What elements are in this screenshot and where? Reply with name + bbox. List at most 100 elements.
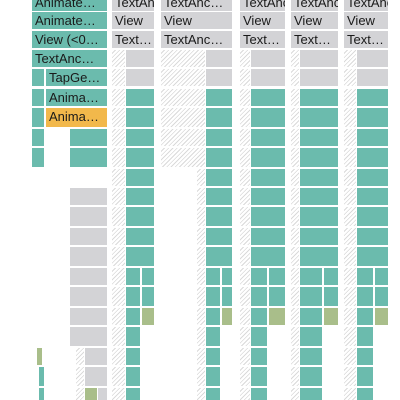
frame-bar[interactable]: [126, 348, 140, 365]
frame-bar[interactable]: [300, 268, 322, 285]
frame-bar[interactable]: [251, 228, 285, 245]
frame-bar[interactable]: [85, 367, 107, 386]
frame-bar[interactable]: [126, 247, 154, 266]
frame-bar[interactable]: [126, 327, 140, 346]
frame-bar[interactable]: [39, 367, 44, 386]
frame-bar[interactable]: [126, 169, 154, 186]
frame-bar[interactable]: [324, 287, 338, 306]
frame-bar[interactable]: [251, 89, 285, 106]
frame-bar[interactable]: [357, 388, 373, 400]
frame-bar[interactable]: [357, 188, 388, 205]
frame-bar[interactable]: [357, 89, 388, 106]
frame-bar[interactable]: [269, 287, 285, 306]
frame-bar[interactable]: [85, 348, 107, 365]
frame-bar[interactable]: [357, 268, 373, 285]
frame-bar[interactable]: [300, 69, 338, 86]
frame-bar[interactable]: [222, 268, 232, 285]
frame-bar[interactable]: Text…: [112, 31, 154, 48]
frame-bar[interactable]: [251, 348, 267, 365]
frame-bar[interactable]: [98, 388, 107, 400]
frame-bar[interactable]: [206, 308, 220, 325]
frame-bar[interactable]: View: [161, 12, 232, 29]
frame-bar[interactable]: [206, 207, 232, 226]
frame-bar[interactable]: [357, 247, 388, 266]
frame-bar[interactable]: [251, 50, 285, 67]
frame-bar[interactable]: [300, 308, 322, 325]
frame-bar[interactable]: Animate…: [32, 0, 107, 11]
frame-bar[interactable]: [300, 228, 338, 245]
frame-bar[interactable]: [300, 367, 322, 386]
frame-bar[interactable]: [357, 348, 373, 365]
frame-bar[interactable]: View: [240, 12, 285, 29]
frame-bar[interactable]: [85, 388, 97, 400]
frame-bar[interactable]: [126, 207, 154, 226]
frame-bar[interactable]: TapGe…: [46, 69, 107, 86]
frame-bar[interactable]: [126, 228, 154, 245]
frame-bar[interactable]: TextAnc…: [291, 0, 338, 11]
frame-bar[interactable]: [251, 148, 285, 167]
frame-bar[interactable]: [222, 287, 232, 306]
frame-bar[interactable]: [251, 188, 285, 205]
frame-bar[interactable]: [251, 247, 285, 266]
frame-bar[interactable]: [251, 327, 267, 346]
frame-bar[interactable]: [32, 89, 44, 106]
frame-bar[interactable]: [251, 108, 285, 127]
frame-bar[interactable]: TextAnc…: [344, 0, 388, 11]
frame-bar[interactable]: [251, 69, 285, 86]
frame-bar[interactable]: [251, 287, 267, 306]
frame-bar[interactable]: Animate…: [32, 12, 107, 29]
frame-bar[interactable]: TextAnc…: [161, 0, 232, 11]
frame-bar[interactable]: [206, 348, 220, 365]
frame-bar[interactable]: [300, 129, 338, 146]
frame-bar[interactable]: [70, 247, 107, 266]
frame-bar[interactable]: [206, 228, 232, 245]
frame-bar[interactable]: [357, 129, 388, 146]
frame-bar[interactable]: [300, 188, 338, 205]
frame-bar[interactable]: [126, 108, 154, 127]
selected-frame[interactable]: Anima…: [46, 108, 107, 127]
frame-bar[interactable]: [357, 308, 373, 325]
frame-bar[interactable]: [126, 69, 154, 86]
frame-bar[interactable]: [32, 129, 44, 146]
frame-bar[interactable]: [357, 50, 388, 67]
frame-bar[interactable]: View: [344, 12, 388, 29]
frame-bar[interactable]: Text…: [291, 31, 338, 48]
frame-bar[interactable]: [375, 308, 388, 325]
frame-bar[interactable]: [357, 207, 388, 226]
frame-bar[interactable]: [251, 308, 267, 325]
frame-bar[interactable]: [357, 228, 388, 245]
frame-bar[interactable]: [375, 268, 388, 285]
frame-bar[interactable]: [206, 367, 220, 386]
frame-bar[interactable]: [126, 388, 140, 400]
frame-bar[interactable]: [70, 148, 107, 167]
frame-bar[interactable]: [39, 388, 44, 400]
frame-bar[interactable]: [126, 308, 140, 325]
frame-bar[interactable]: [70, 207, 107, 226]
frame-bar[interactable]: [70, 268, 107, 285]
frame-bar[interactable]: [126, 287, 140, 306]
frame-bar[interactable]: [324, 308, 338, 325]
frame-bar[interactable]: [70, 129, 107, 146]
frame-bar[interactable]: [70, 188, 107, 205]
frame-bar[interactable]: [126, 268, 140, 285]
frame-bar[interactable]: [300, 108, 338, 127]
frame-bar[interactable]: [70, 228, 107, 245]
frame-bar[interactable]: [251, 268, 267, 285]
frame-bar[interactable]: [206, 188, 232, 205]
frame-bar[interactable]: [206, 69, 232, 86]
frame-bar[interactable]: [357, 148, 388, 167]
frame-bar[interactable]: [300, 287, 322, 306]
frame-bar[interactable]: [300, 89, 338, 106]
frame-bar[interactable]: [37, 348, 42, 365]
frame-bar[interactable]: [32, 108, 44, 127]
frame-bar[interactable]: [300, 388, 322, 400]
frame-bar[interactable]: [300, 148, 338, 167]
frame-bar[interactable]: [300, 50, 338, 67]
frame-bar[interactable]: [126, 367, 140, 386]
frame-bar[interactable]: View (<0…: [32, 31, 107, 48]
frame-bar[interactable]: [357, 287, 373, 306]
frame-bar[interactable]: [269, 308, 285, 325]
frame-bar[interactable]: [32, 69, 44, 86]
frame-bar[interactable]: [142, 308, 154, 325]
frame-bar[interactable]: [324, 268, 338, 285]
